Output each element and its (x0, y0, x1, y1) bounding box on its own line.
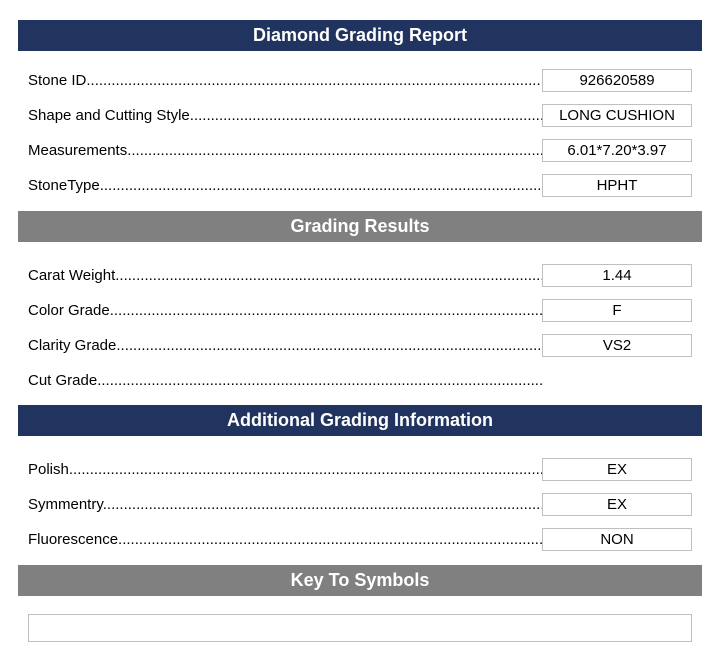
row-carat: Carat Weight 1.44 (28, 264, 692, 287)
row-measurements: Measurements 6.01*7.20*3.97 (28, 139, 692, 162)
value-cut (542, 369, 692, 391)
row-polish: Polish EX (28, 458, 692, 481)
label-polish: Polish (28, 461, 69, 478)
section-additional: Polish EX Symmentry EX Fluorescence NON (18, 458, 702, 551)
row-stone-id: Stone ID 926620589 (28, 69, 692, 92)
value-shape: LONG CUSHION (542, 104, 692, 127)
section-header-symbols: Key To Symbols (18, 565, 702, 596)
section-header-main: Diamond Grading Report (18, 20, 702, 51)
row-stone-type: StoneType HPHT (28, 174, 692, 197)
section-main: Stone ID 926620589 Shape and Cutting Sty… (18, 69, 702, 197)
section-header-additional: Additional Grading Information (18, 405, 702, 436)
value-carat: 1.44 (542, 264, 692, 287)
row-cut: Cut Grade (28, 369, 692, 391)
row-clarity: Clarity Grade VS2 (28, 334, 692, 357)
row-color: Color Grade F (28, 299, 692, 322)
section-grading: Carat Weight 1.44 Color Grade F Clarity … (18, 264, 702, 391)
row-fluorescence: Fluorescence NON (28, 528, 692, 551)
label-stone-id: Stone ID (28, 72, 86, 89)
label-color: Color Grade (28, 302, 110, 319)
row-symmetry: Symmentry EX (28, 493, 692, 516)
label-carat: Carat Weight (28, 267, 115, 284)
symbols-box (28, 614, 692, 642)
section-header-grading: Grading Results (18, 211, 702, 242)
value-clarity: VS2 (542, 334, 692, 357)
row-shape: Shape and Cutting Style LONG CUSHION (28, 104, 692, 127)
label-clarity: Clarity Grade (28, 337, 116, 354)
label-cut: Cut Grade (28, 372, 97, 389)
label-fluorescence: Fluorescence (28, 531, 118, 548)
label-measurements: Measurements (28, 142, 127, 159)
value-symmetry: EX (542, 493, 692, 516)
label-symmetry: Symmentry (28, 496, 103, 513)
label-shape: Shape and Cutting Style (28, 107, 190, 124)
value-stone-id: 926620589 (542, 69, 692, 92)
value-polish: EX (542, 458, 692, 481)
value-fluorescence: NON (542, 528, 692, 551)
label-stone-type: StoneType (28, 177, 100, 194)
value-color: F (542, 299, 692, 322)
value-measurements: 6.01*7.20*3.97 (542, 139, 692, 162)
value-stone-type: HPHT (542, 174, 692, 197)
